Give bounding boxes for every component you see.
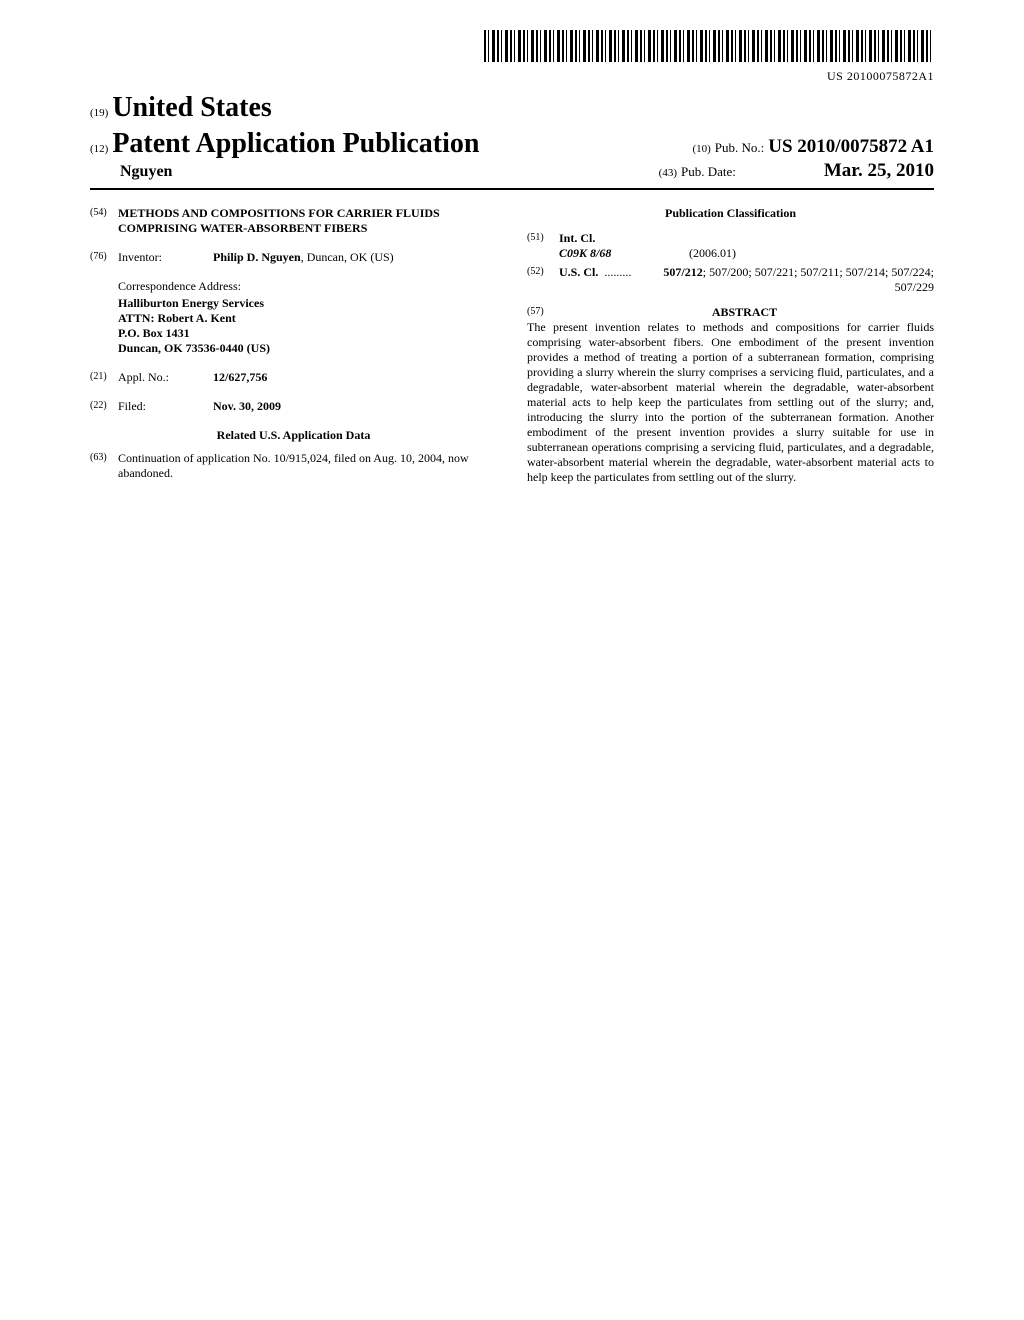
barcode-section: US 20100075872A1: [90, 30, 934, 84]
pub-no-wrap: (10) Pub. No.: US 2010/0075872 A1: [692, 136, 934, 158]
content-columns: (54) METHODS AND COMPOSITIONS FOR CARRIE…: [90, 206, 934, 495]
barcode-graphic: [484, 30, 934, 62]
inventor-row: (76) Inventor: Philip D. Nguyen, Duncan,…: [90, 250, 497, 265]
pub-no-code: (10): [692, 143, 710, 155]
filed-row: (22) Filed: Nov. 30, 2009: [90, 399, 497, 414]
title-row: (54) METHODS AND COMPOSITIONS FOR CARRIE…: [90, 206, 497, 236]
int-cl-value-row: C09K 8/68 (2006.01): [527, 246, 934, 261]
classification-header: Publication Classification: [527, 206, 934, 221]
author-name: Nguyen: [90, 163, 172, 181]
header-country: (19) United States: [90, 92, 934, 124]
filed-label: Filed:: [118, 399, 213, 414]
abstract-header: ABSTRACT: [555, 305, 934, 320]
corr-line1: Halliburton Energy Services: [118, 296, 497, 311]
appl-code: (21): [90, 370, 118, 385]
int-cl-row: (51) Int. Cl.: [527, 231, 934, 246]
related-header: Related U.S. Application Data: [90, 428, 497, 443]
int-cl-value: C09K 8/68: [559, 246, 689, 261]
abstract-text: The present invention relates to methods…: [527, 320, 934, 485]
corr-label: Correspondence Address:: [118, 279, 497, 294]
pub-date-value: Mar. 25, 2010: [824, 160, 934, 181]
filed-code: (22): [90, 399, 118, 414]
spacer: [527, 246, 555, 261]
us-cl-values: 507/212; 507/200; 507/221; 507/211; 507/…: [637, 265, 934, 295]
country-code: (19): [90, 107, 108, 119]
inventor-label: Inventor:: [118, 250, 213, 265]
barcode-text: US 20100075872A1: [90, 69, 934, 84]
us-cl-first: 507/212: [663, 265, 702, 279]
int-cl-label: Int. Cl.: [559, 231, 595, 246]
inventor-code: (76): [90, 250, 118, 265]
us-cl-label: U.S. Cl.: [559, 265, 598, 295]
left-column: (54) METHODS AND COMPOSITIONS FOR CARRIE…: [90, 206, 497, 495]
pub-date-wrap: (43) Pub. Date: Mar. 25, 2010: [659, 160, 934, 182]
pub-type-code: (12): [90, 143, 108, 155]
pub-date-code: (43): [659, 167, 677, 179]
author-date-line: Nguyen (43) Pub. Date: Mar. 25, 2010: [90, 160, 934, 190]
pub-type-wrap: (12) Patent Application Publication: [90, 128, 479, 160]
inventor-name: Philip D. Nguyen: [213, 250, 301, 264]
us-cl-code: (52): [527, 265, 555, 295]
title-code: (54): [90, 206, 118, 236]
country-name: United States: [112, 92, 271, 123]
appl-label: Appl. No.:: [118, 370, 213, 385]
patent-page: US 20100075872A1 (19) United States (12)…: [0, 0, 1024, 495]
abstract-code: (57): [527, 305, 555, 320]
us-cl-row: (52) U.S. Cl. ......... 507/212; 507/200…: [527, 265, 934, 295]
right-column: Publication Classification (51) Int. Cl.…: [527, 206, 934, 495]
abstract-code-row: (57) ABSTRACT: [527, 305, 934, 320]
us-cl-rest: ; 507/200; 507/221; 507/211; 507/214; 50…: [703, 265, 934, 294]
pub-no-value: US 2010/0075872 A1: [768, 136, 934, 157]
appl-value: 12/627,756: [213, 370, 497, 385]
pub-type: Patent Application Publication: [112, 128, 479, 159]
us-cl-dots: .........: [604, 265, 631, 295]
publication-line: (12) Patent Application Publication (10)…: [90, 128, 934, 160]
inventor-loc: , Duncan, OK (US): [301, 250, 394, 264]
corr-line2: ATTN: Robert A. Kent: [118, 311, 497, 326]
int-cl-code: (51): [527, 231, 555, 246]
filed-value: Nov. 30, 2009: [213, 399, 497, 414]
pub-no-label: Pub. No.:: [715, 140, 764, 155]
continuation-row: (63) Continuation of application No. 10/…: [90, 451, 497, 481]
corr-line3: P.O. Box 1431: [118, 326, 497, 341]
inventor-value: Philip D. Nguyen, Duncan, OK (US): [213, 250, 497, 265]
correspondence-block: Correspondence Address: Halliburton Ener…: [118, 279, 497, 356]
appl-row: (21) Appl. No.: 12/627,756: [90, 370, 497, 385]
cont-code: (63): [90, 451, 118, 481]
corr-line4: Duncan, OK 73536-0440 (US): [118, 341, 497, 356]
title-value: METHODS AND COMPOSITIONS FOR CARRIER FLU…: [118, 206, 497, 236]
cont-text: Continuation of application No. 10/915,0…: [118, 451, 497, 481]
int-cl-year: (2006.01): [689, 246, 736, 261]
pub-date-label: Pub. Date:: [681, 164, 736, 179]
